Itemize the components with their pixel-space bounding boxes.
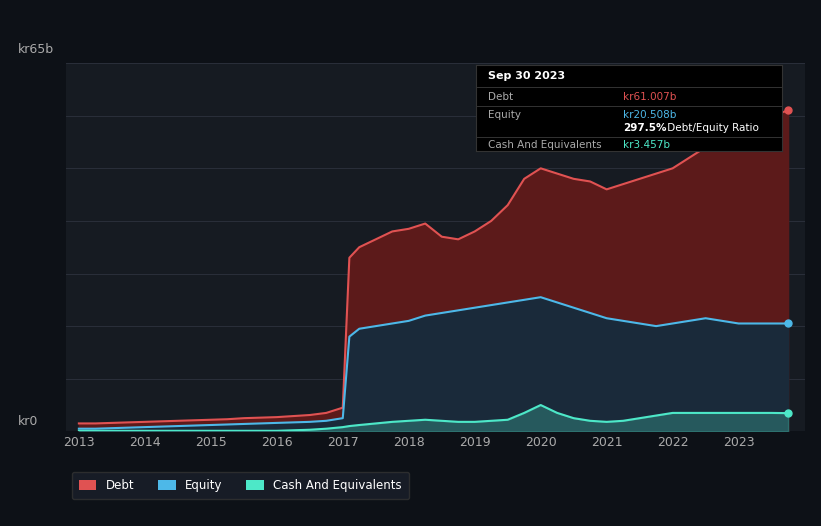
Text: Debt: Debt xyxy=(488,92,513,102)
Text: Sep 30 2023: Sep 30 2023 xyxy=(488,71,565,81)
Text: Debt/Equity Ratio: Debt/Equity Ratio xyxy=(664,123,759,133)
Text: kr0: kr0 xyxy=(18,414,38,428)
Text: Equity: Equity xyxy=(488,110,521,120)
Text: kr61.007b: kr61.007b xyxy=(623,92,677,102)
Text: kr3.457b: kr3.457b xyxy=(623,139,670,149)
Text: kr65b: kr65b xyxy=(18,43,54,56)
Text: 297.5%: 297.5% xyxy=(623,123,667,133)
Legend: Debt, Equity, Cash And Equivalents: Debt, Equity, Cash And Equivalents xyxy=(71,472,409,499)
Text: Cash And Equivalents: Cash And Equivalents xyxy=(488,139,602,149)
Text: kr20.508b: kr20.508b xyxy=(623,110,677,120)
